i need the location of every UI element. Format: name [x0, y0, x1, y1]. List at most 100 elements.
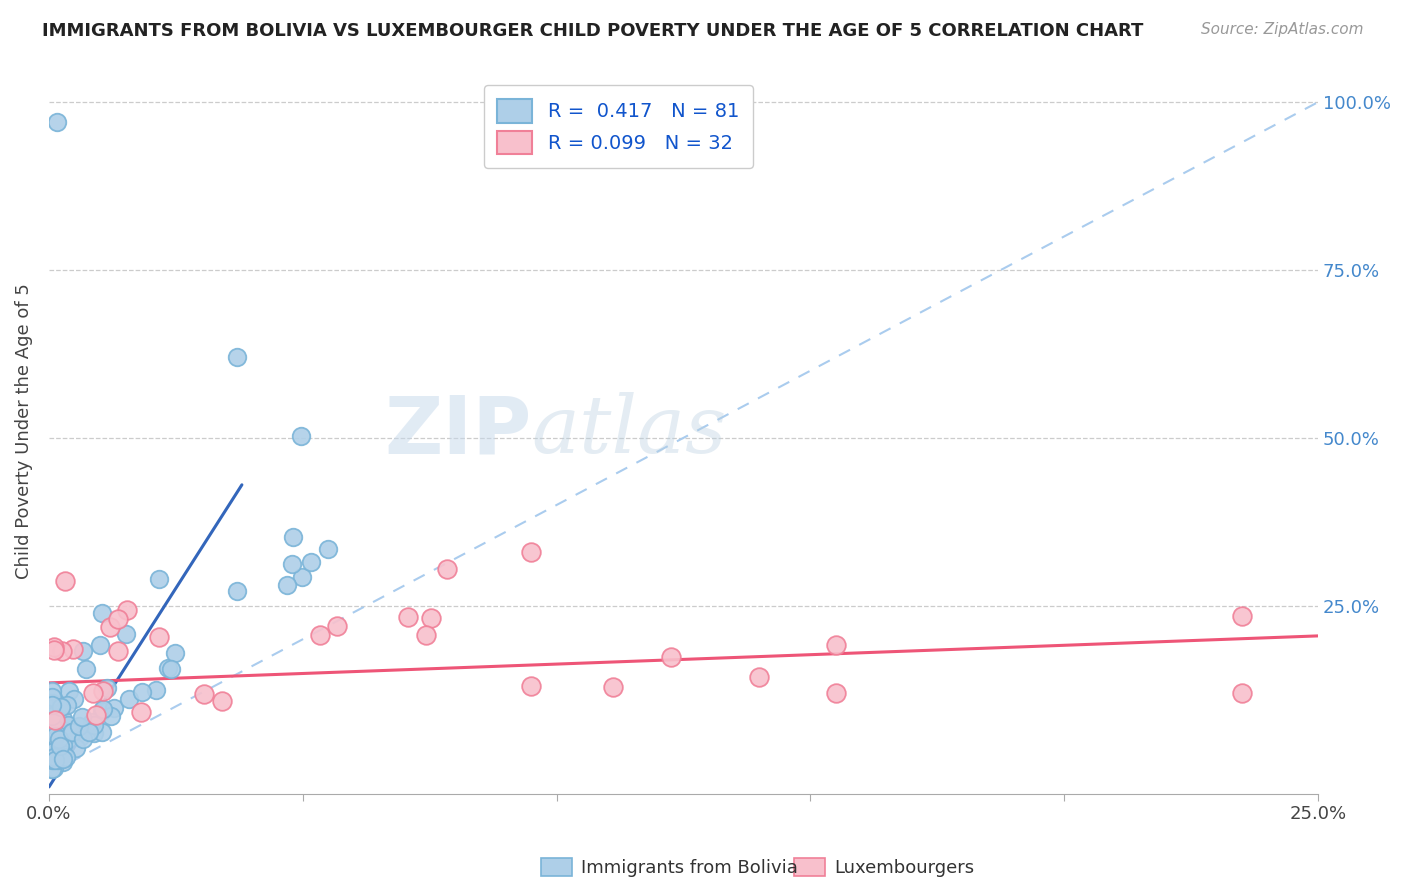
Point — [159, 662, 181, 676]
Point — [326, 619, 349, 633]
Point — [45, 115, 67, 129]
Point — [824, 638, 846, 652]
Point — [89, 638, 111, 652]
Point — [107, 644, 129, 658]
Point — [156, 661, 179, 675]
Point — [55, 749, 77, 764]
Point — [58, 684, 80, 698]
Point — [42, 642, 65, 657]
Point — [290, 570, 312, 584]
Point — [42, 640, 65, 655]
Point — [100, 709, 122, 723]
Point — [46, 747, 69, 761]
Point — [60, 724, 83, 739]
Text: atlas: atlas — [531, 392, 727, 470]
Point — [118, 692, 141, 706]
Point — [83, 725, 105, 739]
Point — [69, 730, 91, 744]
Point — [52, 755, 75, 769]
Point — [41, 690, 63, 704]
Point — [82, 686, 104, 700]
Point — [44, 713, 66, 727]
Point — [415, 628, 437, 642]
Point — [115, 603, 138, 617]
Point — [91, 704, 114, 718]
Point — [520, 679, 543, 693]
Point — [281, 530, 304, 544]
Point — [70, 709, 93, 723]
Point — [77, 724, 100, 739]
Point — [396, 610, 419, 624]
Point — [52, 738, 75, 752]
Point — [145, 682, 167, 697]
Point — [63, 691, 86, 706]
Point — [41, 684, 63, 698]
Point — [96, 681, 118, 695]
Point — [316, 541, 339, 556]
Point — [46, 753, 69, 767]
Point — [193, 688, 215, 702]
Point — [75, 662, 97, 676]
Point — [1230, 686, 1253, 700]
Point — [211, 694, 233, 708]
Point — [225, 584, 247, 599]
Point — [115, 626, 138, 640]
Point — [53, 574, 76, 588]
Point — [44, 729, 66, 743]
Point — [83, 718, 105, 732]
Point — [84, 708, 107, 723]
Point — [520, 545, 543, 559]
Point — [41, 696, 63, 710]
Point — [93, 684, 115, 698]
Point — [41, 717, 63, 731]
Point — [148, 572, 170, 586]
Point — [44, 754, 66, 768]
Point — [72, 731, 94, 746]
Point — [56, 718, 79, 732]
Point — [748, 670, 770, 684]
Point — [41, 722, 63, 736]
Point — [299, 555, 322, 569]
Point — [41, 737, 63, 751]
Point — [41, 691, 63, 706]
Point — [225, 350, 247, 364]
Point — [98, 620, 121, 634]
Point — [49, 748, 72, 763]
Point — [60, 725, 83, 739]
Point — [41, 753, 63, 767]
Point — [62, 642, 84, 657]
Point — [44, 744, 66, 758]
Point — [80, 715, 103, 730]
Point — [41, 709, 63, 723]
Point — [41, 761, 63, 775]
Text: IMMIGRANTS FROM BOLIVIA VS LUXEMBOURGER CHILD POVERTY UNDER THE AGE OF 5 CORRELA: IMMIGRANTS FROM BOLIVIA VS LUXEMBOURGER … — [42, 22, 1143, 40]
Point — [52, 723, 75, 737]
Point — [72, 644, 94, 658]
Point — [67, 719, 90, 733]
Point — [51, 644, 73, 658]
Point — [91, 702, 114, 716]
Point — [107, 612, 129, 626]
Point — [129, 706, 152, 720]
Point — [91, 725, 114, 739]
Point — [55, 698, 77, 713]
Point — [41, 752, 63, 766]
Point — [65, 741, 87, 756]
Point — [41, 762, 63, 776]
Point — [602, 680, 624, 694]
Point — [131, 685, 153, 699]
Point — [49, 700, 72, 714]
Legend: R =  0.417   N = 81, R = 0.099   N = 32: R = 0.417 N = 81, R = 0.099 N = 32 — [484, 86, 754, 168]
Point — [46, 735, 69, 749]
Y-axis label: Child Poverty Under the Age of 5: Child Poverty Under the Age of 5 — [15, 283, 32, 579]
Point — [824, 686, 846, 700]
Point — [41, 762, 63, 776]
Point — [290, 429, 312, 443]
Point — [420, 611, 443, 625]
Point — [103, 701, 125, 715]
Point — [45, 727, 67, 741]
Point — [41, 716, 63, 731]
Point — [41, 698, 63, 712]
Point — [52, 751, 75, 765]
Point — [41, 751, 63, 765]
